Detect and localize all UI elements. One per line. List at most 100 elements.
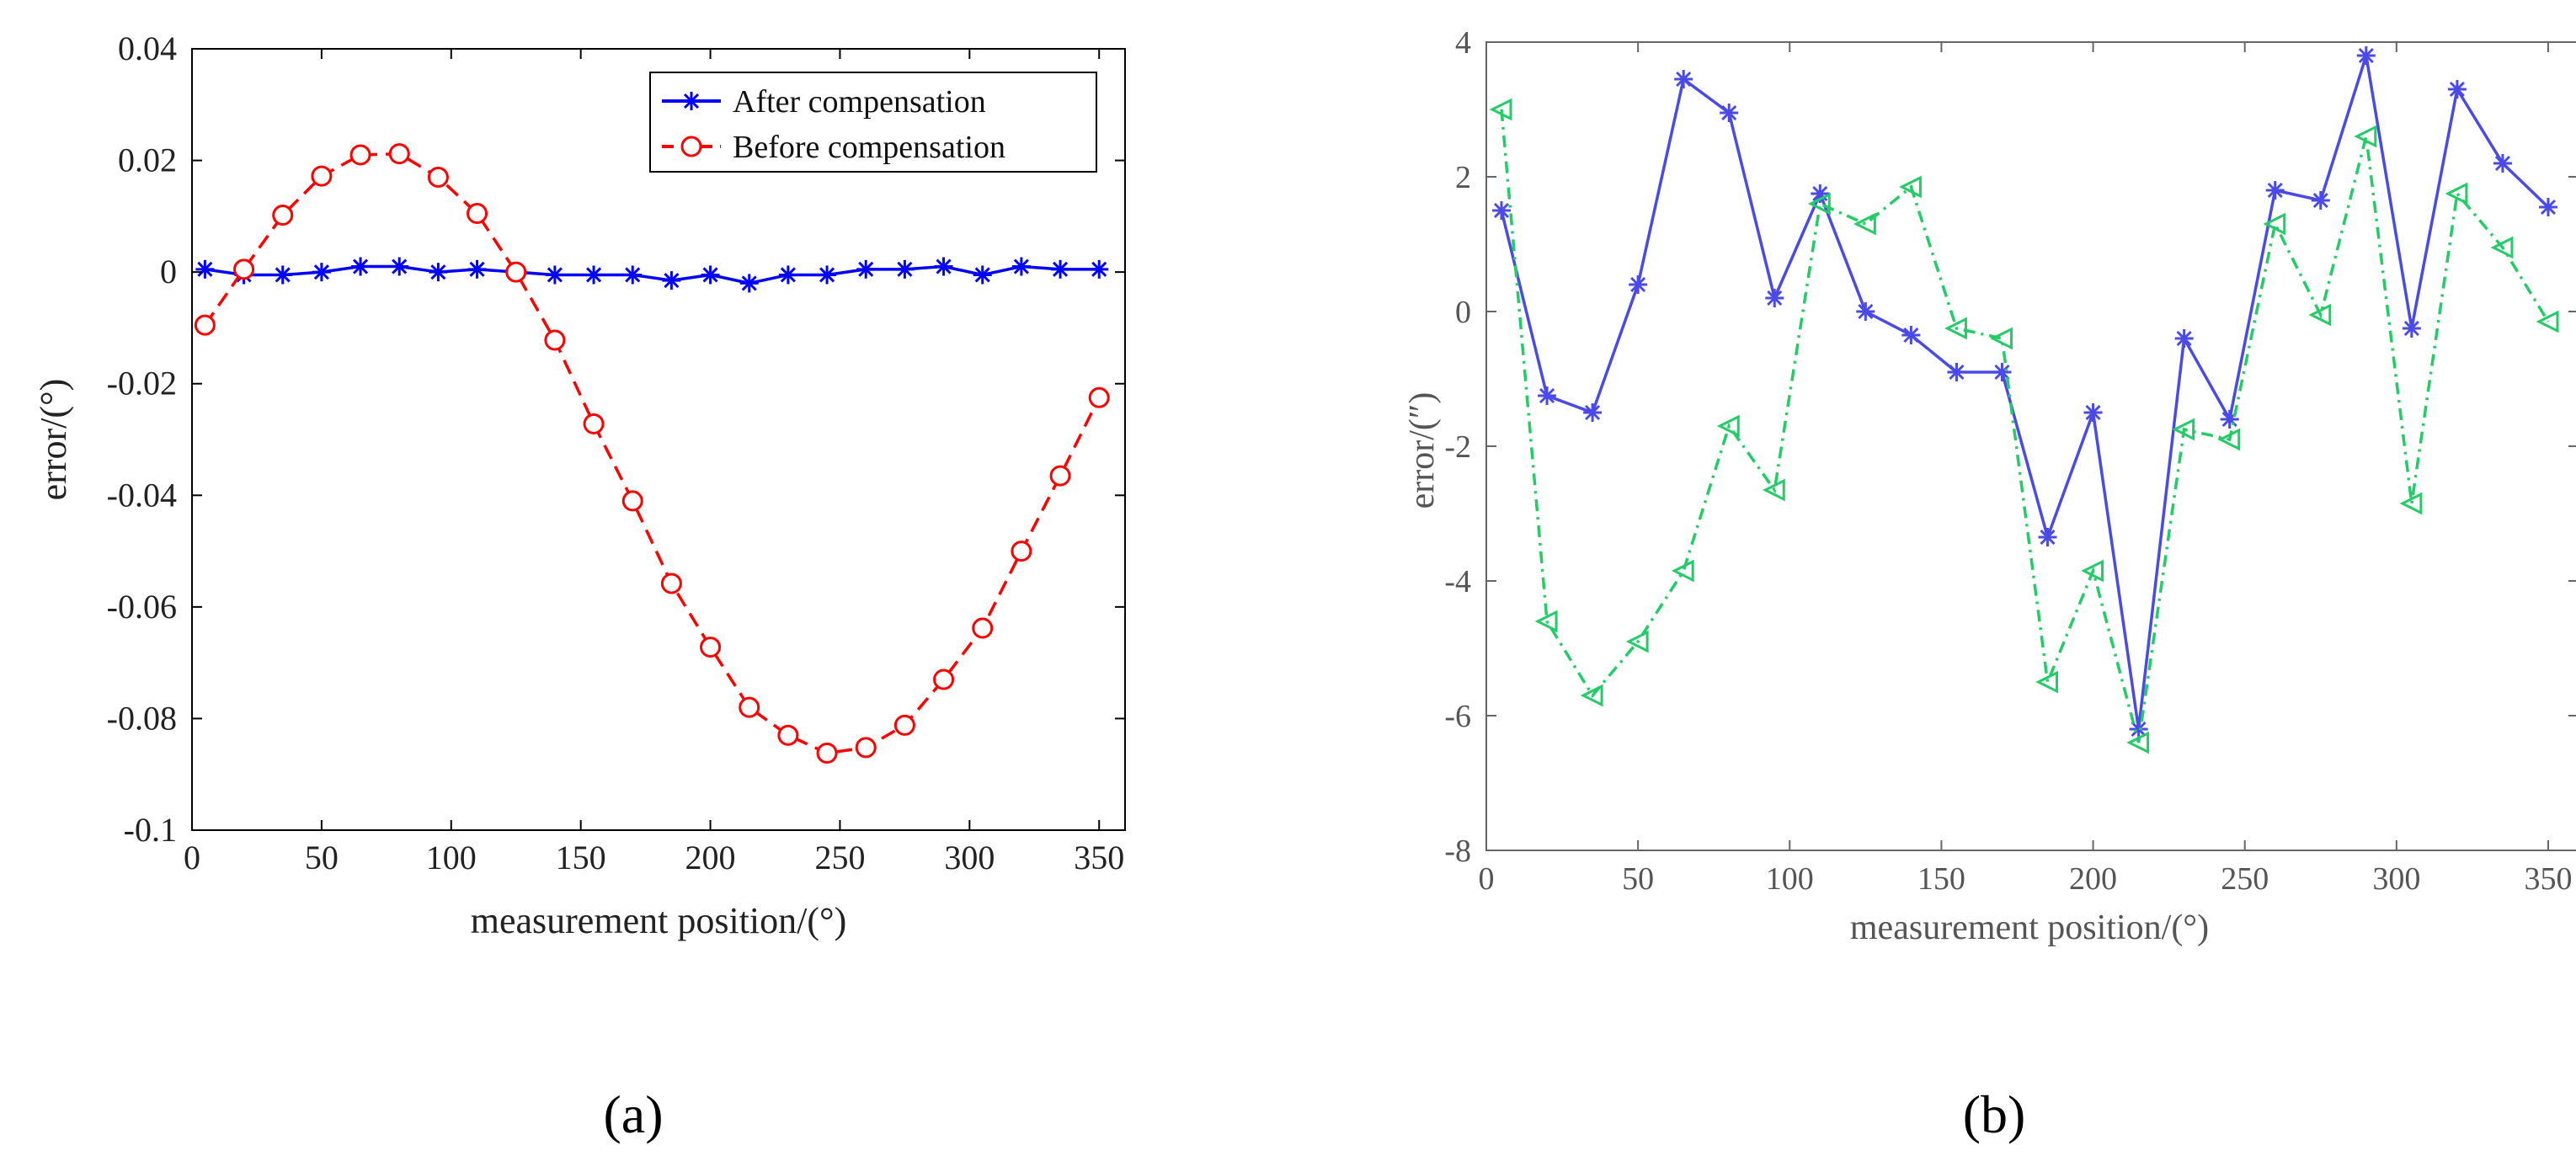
panel-b-series-0-point [2538,198,2557,216]
panel-a-series-0-point [895,259,915,279]
panel-b-y-tick-label: -6 [1444,699,1471,734]
panel-a-series-0-point [973,265,992,285]
panel-a-chart: 0 50 100 150 200 250 300 350 -0.1 -0.08 -0.06 -0.04… [33,29,1126,1144]
panel-a-series-1-point [311,165,333,187]
panel-b-series-0-point [1992,363,2012,381]
panel-b-series-1-point [1716,414,1740,438]
panel-b-x-tick-label: 300 [2372,861,2420,897]
panel-a-series-1-point [933,669,955,690]
panel-a-y-tick-label: -0.08 [107,699,177,737]
panel-b-series-1-point [2490,236,2514,259]
panel-a-series-1-point [272,205,294,226]
panel-b-series-0-line [1500,55,2550,730]
panel-b-series-0-point [1720,104,1739,122]
panel-b-label: (b) [1963,1084,2026,1144]
panel-a-series-1-point [816,743,838,764]
panel-a-series-1-point [505,261,527,283]
panel-a-series-1-point [855,737,877,759]
panel-b-series-1-point [2035,670,2059,694]
panel-a-series-0-point [1051,259,1070,279]
panel-b-series-1-point [2217,428,2241,451]
panel-b-y-tick-label: 2 [1455,160,1471,195]
panel-a-legend: After compensation Before compensation [649,72,1097,173]
panel-b-series-1-point [2354,125,2377,148]
panel-b-y-axis-label: error/(″) [1403,392,1442,509]
legend-marker-after [682,92,701,110]
panel-a-series-1-point [233,258,255,280]
panel-b-series-1-point [2263,212,2286,236]
panel-a-x-tick-label: 50 [305,839,339,876]
panel-a-series-0-point [1011,257,1031,276]
panel-a-series-1-point [777,724,799,746]
panel-b-series-0-point [2311,191,2330,210]
panel-a-series-1-point [349,144,371,166]
panel-b-series-0-point [1901,326,1921,344]
panel-a-series-0-point [662,271,681,290]
panel-a-series-1-point [427,166,449,188]
panel-a-x-tick-label: 150 [556,839,606,876]
panel-b-y-tick-label: -8 [1444,834,1471,869]
legend-marker-before [680,136,702,157]
panel-b-series-1-point [1944,317,1967,340]
panel-a-x-tick-label: 0 [184,839,200,876]
panel-b-series-1-point [2308,303,2332,327]
panel-b-series-1-point [1899,175,1922,199]
panel-a-series-0-point [273,265,292,285]
panel-b-series-1-line [1500,109,2550,743]
panel-b-plot-frame [1485,41,2576,851]
legend-label-before: Before compensation [733,130,1005,165]
panel-a-series-0-point [545,265,564,285]
panel-b-series-1-point [1671,559,1694,583]
panel-b-x-tick-label: 150 [1917,861,1965,897]
panel-b-series-0-point [1492,201,1512,220]
panel-b-x-tick-label: 200 [2069,861,2117,897]
panel-a-series-1-point [621,490,643,512]
panel-b-series-0-point [2402,319,2421,338]
panel-b-series-0-point [1629,275,1648,294]
panel-b-series-0-point [2356,46,2376,65]
panel-a-series-1-point [1049,465,1071,487]
panel-b-series-0-point [2493,154,2512,173]
panel-b-x-tick-label: 100 [1766,861,1814,897]
panel-a-series-0-markers [195,257,1109,293]
panel-a-series-1-point [972,617,994,639]
panel-b-x-tick-label: 350 [2524,861,2572,897]
panel-b-series-0-point [2265,181,2285,200]
panel-b-series-0-point [2447,80,2467,99]
panel-a-x-tick-label: 300 [944,839,995,876]
panel-a-x-tick-label: 200 [685,839,736,876]
panel-a-x-tick-label: 350 [1074,839,1124,876]
panel-a-y-tick-label: -0.06 [107,588,177,626]
panel-b-series-0-point [2083,403,2103,422]
panel-a-series-0-point [1090,259,1109,279]
panel-b-series-1-point [2536,310,2559,333]
panel-b-series-1-point [2126,731,2150,754]
panel-a-series-0-point [584,265,604,285]
panel-a-series-0-line [205,264,1100,285]
panel-a-y-tick-label: -0.02 [107,365,177,402]
panel-a-series-1-point [700,637,722,658]
panel-a-y-axis-label: error/(°) [33,379,74,501]
panel-b-series-1-markers [1489,98,2559,754]
panel-a-series-0-point [739,274,759,293]
panel-b-series-1-point [1762,478,1785,502]
panel-b-series-0-point [1583,403,1603,422]
panel-a-series-1-point [1088,386,1110,408]
panel-b-series-1-point [1853,212,1876,236]
legend-box [649,72,1097,173]
panel-a-series-0-point [467,259,487,279]
panel-a-series-0-point [623,265,643,285]
panel-a-series-1-line [203,152,1101,755]
panel-b-y-tick-label: 0 [1455,295,1471,330]
panel-a-y-tick-label: -0.1 [124,811,177,849]
panel-b-x-tick-label: 250 [2221,861,2269,897]
panel-a-y-tick-label: -0.04 [107,476,177,514]
panel-b-series-0-point [2038,528,2057,546]
panel-b-series-0-point [1947,363,1966,381]
panel-b-series-1-point [1990,327,2013,350]
panel-b-series-1-point [1580,684,1603,707]
panel-a-series-1-point [893,714,915,736]
panel-a-series-1-markers [194,143,1110,764]
panel-b-y-tick-label: -2 [1444,429,1471,465]
